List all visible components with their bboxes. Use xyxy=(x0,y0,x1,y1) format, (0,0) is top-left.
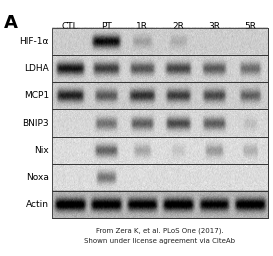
Text: A: A xyxy=(4,14,18,32)
Bar xyxy=(52,136,268,164)
Text: CTL: CTL xyxy=(62,22,78,31)
Text: Nix: Nix xyxy=(34,146,49,155)
Bar xyxy=(52,164,268,191)
Bar xyxy=(52,191,268,218)
Bar xyxy=(52,164,268,191)
Text: PT: PT xyxy=(101,22,111,31)
Bar xyxy=(52,82,268,109)
Text: 3R: 3R xyxy=(208,22,220,31)
Text: Shown under license agreement via CiteAb: Shown under license agreement via CiteAb xyxy=(85,238,236,244)
Bar xyxy=(52,109,268,136)
Bar xyxy=(52,28,268,55)
Bar xyxy=(52,136,268,164)
Bar xyxy=(52,28,268,55)
Text: BNIP3: BNIP3 xyxy=(22,119,49,127)
Text: From Zera K, et al. PLoS One (2017).: From Zera K, et al. PLoS One (2017). xyxy=(96,228,224,234)
Bar xyxy=(52,55,268,82)
Text: 2R: 2R xyxy=(172,22,184,31)
Bar xyxy=(52,55,268,82)
Text: MCP1: MCP1 xyxy=(24,91,49,100)
Text: LDHA: LDHA xyxy=(24,64,49,73)
Bar xyxy=(52,191,268,218)
Text: Noxa: Noxa xyxy=(26,173,49,182)
Bar xyxy=(52,82,268,109)
Text: 5R: 5R xyxy=(244,22,256,31)
Text: HIF-1α: HIF-1α xyxy=(19,37,49,46)
Bar xyxy=(52,109,268,136)
Text: Actin: Actin xyxy=(26,200,49,209)
Text: 1R: 1R xyxy=(136,22,148,31)
